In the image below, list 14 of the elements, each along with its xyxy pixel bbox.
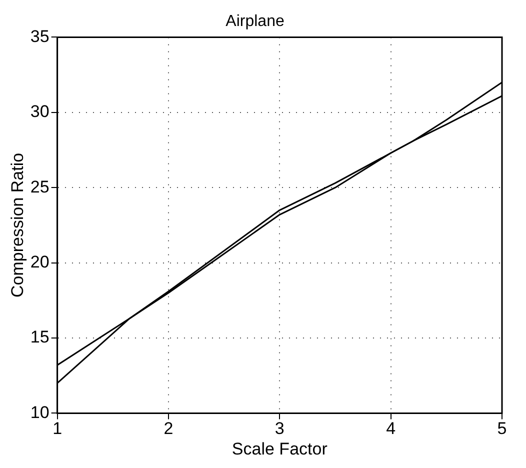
y-tick-label: 35: [30, 26, 50, 46]
y-tick-label: 20: [30, 252, 50, 272]
x-tick-label: 4: [386, 419, 396, 438]
y-tick-label: 25: [30, 177, 50, 196]
y-tick-label: 15: [30, 328, 50, 347]
x-tick-label: 5: [497, 419, 507, 438]
x-axis-title: Scale Factor: [232, 439, 328, 458]
y-tick-label: 10: [30, 402, 50, 422]
chart-title: Airplane: [226, 13, 284, 30]
y-axis-title: Compression Ratio: [8, 152, 27, 298]
x-tick-label: 2: [164, 419, 174, 438]
x-tick-label: 1: [52, 419, 62, 438]
y-tick-label: 30: [30, 102, 50, 122]
x-tick-label: 3: [274, 419, 284, 438]
